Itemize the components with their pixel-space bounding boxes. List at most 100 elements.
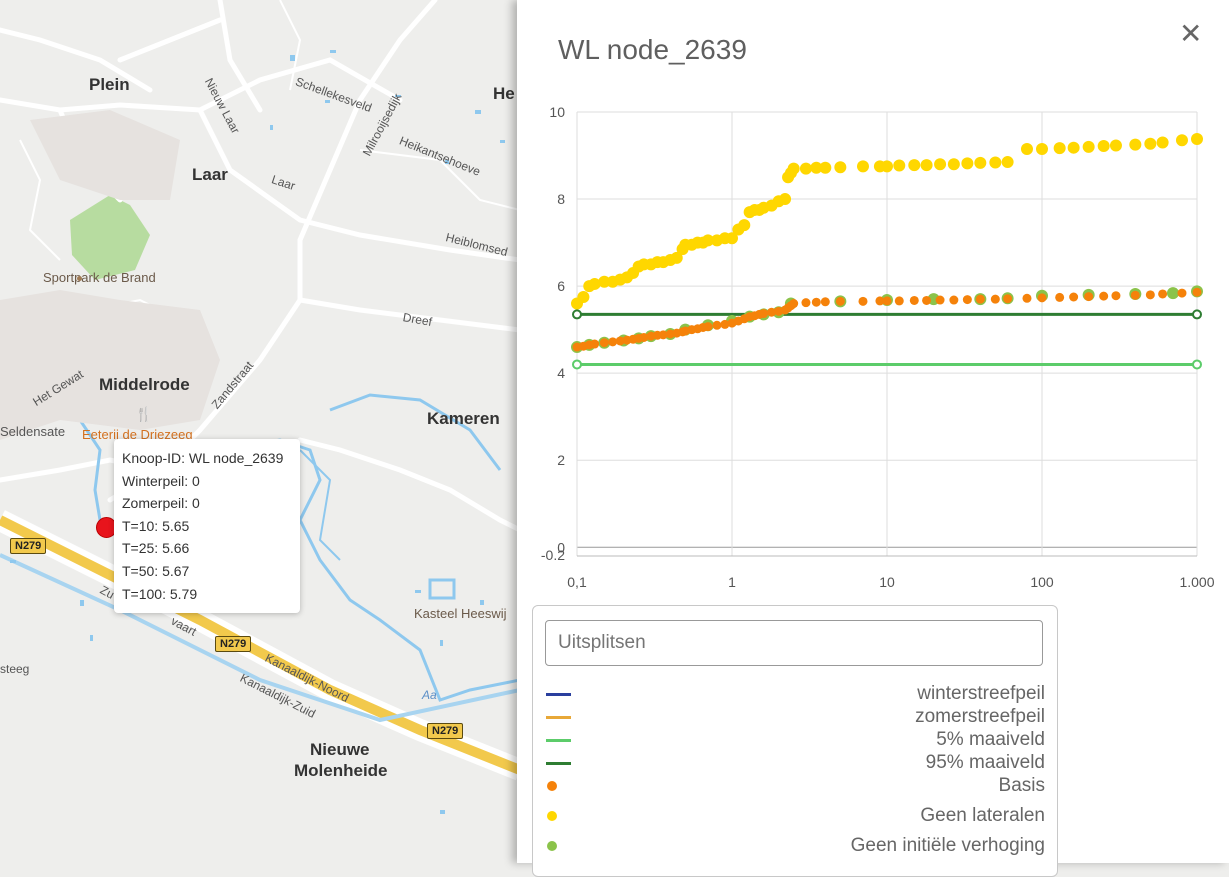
y-tick-label: 2 [557, 452, 565, 468]
data-point [990, 294, 1000, 304]
data-point [1037, 293, 1047, 303]
data-point [1158, 289, 1168, 299]
close-icon[interactable]: ✕ [1179, 18, 1203, 49]
poi-dot-icon [77, 276, 82, 281]
data-point [588, 277, 601, 290]
x-tick-label: 100 [1030, 574, 1054, 590]
data-point [909, 295, 919, 305]
data-point [1111, 291, 1121, 301]
legend-item[interactable]: winterstreefpeil [533, 683, 1057, 705]
data-point [1020, 143, 1033, 155]
data-point [1156, 136, 1169, 149]
data-point [1129, 138, 1142, 151]
road-shield-n279: N279 [427, 723, 464, 739]
y-tick-label: 10 [549, 104, 565, 120]
popup-winterpeil: Winterpeil: 0 [122, 472, 200, 489]
data-point [947, 158, 960, 171]
popup-node-id: Knoop-ID: WL node_2639 [122, 450, 284, 466]
data-point [961, 157, 974, 170]
data-point [949, 295, 959, 305]
y-tick-label: 4 [557, 365, 565, 381]
node-popup: Knoop-ID: WL node_2639 Winterpeil: 0 Zom… [114, 439, 300, 613]
side-panel: WL node_2639 ✕ -0.2 0 2 4 6 8 10 0,1 1 10 100 1.000… [517, 0, 1229, 877]
popup-t10: T=10: 5.65 [122, 517, 190, 534]
popup-zomerpeil: Zomerpeil: 0 [122, 495, 200, 512]
series-endpoint [572, 309, 582, 320]
data-point [1166, 287, 1179, 300]
x-tick-label: 0,1 [567, 574, 587, 590]
legend-line-swatch [546, 739, 571, 742]
ponds [10, 50, 505, 814]
place-kameren: Kameren [427, 409, 500, 428]
data-point [701, 234, 714, 247]
stream [299, 449, 341, 561]
data-point [738, 219, 751, 232]
data-point [1001, 156, 1014, 169]
legend-item[interactable]: zomerstreefpeil [533, 706, 1057, 728]
legend-item[interactable]: Basis [533, 775, 1057, 797]
poi-kasteel: Kasteel Heeswij [414, 606, 507, 621]
panel-title: WL node_2639 [558, 34, 747, 65]
legend-item[interactable]: Geen lateralen [533, 805, 1057, 827]
legend-line-swatch [546, 693, 571, 696]
poi-seldensate: Seldensate [0, 424, 66, 439]
place-middelrode: Middelrode [99, 375, 190, 394]
y-tick-label: 0 [557, 539, 565, 555]
data-point [811, 297, 821, 307]
data-point [1097, 139, 1110, 152]
data-point [835, 296, 845, 306]
data-point [1069, 292, 1079, 302]
legend-dot-swatch [547, 841, 557, 851]
split-input[interactable] [545, 620, 1043, 666]
data-point [935, 295, 945, 305]
data-point [799, 162, 812, 175]
y-tick-label: 8 [557, 191, 565, 207]
legend-line-swatch [546, 762, 571, 765]
series-endpoint [1192, 309, 1202, 320]
data-point [703, 322, 713, 332]
legend-item[interactable]: 5% maaiveld [533, 729, 1057, 751]
data-point [908, 159, 921, 172]
legend-dot-swatch [547, 781, 557, 791]
built-area [0, 110, 220, 440]
data-point [598, 275, 611, 288]
map-view[interactable]: Plein Laar Middelrode Kameren Nieuwe Mol… [0, 0, 520, 863]
legend-item[interactable]: Geen initiële verhoging [533, 835, 1057, 857]
data-point [590, 339, 600, 349]
data-point [577, 291, 590, 303]
data-point [1145, 290, 1155, 300]
data-point [726, 232, 738, 245]
x-tick-label: 1 [728, 574, 736, 590]
y-tick-label: 6 [557, 278, 565, 294]
x-tick-label: 10 [879, 574, 895, 590]
poi-sportpark: Sportpark de Brand [43, 270, 156, 285]
data-point [934, 158, 947, 171]
data-point [820, 297, 830, 307]
data-point [789, 299, 799, 309]
data-point [974, 156, 987, 169]
legend-label: winterstreefpeil [917, 683, 1045, 704]
stream [329, 393, 502, 471]
street-steeg: steeg [0, 662, 30, 676]
popup-t100: T=100: 5.79 [122, 585, 198, 602]
legend-label: Basis [998, 775, 1045, 796]
place-he: He [493, 84, 515, 103]
legend-dot-swatch [547, 811, 557, 821]
data-point [1130, 290, 1140, 300]
place-nieuwe: Nieuwe [310, 740, 370, 759]
legend-label: Geen initiële verhoging [850, 835, 1045, 856]
data-point [1022, 293, 1032, 303]
data-point [1082, 140, 1095, 153]
data-point [639, 332, 649, 342]
data-point [599, 338, 609, 348]
data-point [989, 156, 1002, 169]
data-point [894, 296, 904, 306]
data-point [858, 296, 868, 306]
data-point [1036, 143, 1048, 155]
data-point [1109, 139, 1122, 152]
data-point [962, 295, 972, 305]
data-point [893, 159, 906, 172]
legend-item[interactable]: 95% maaiveld [533, 752, 1057, 774]
legend-label: zomerstreefpeil [915, 706, 1045, 727]
data-point [1191, 132, 1203, 145]
